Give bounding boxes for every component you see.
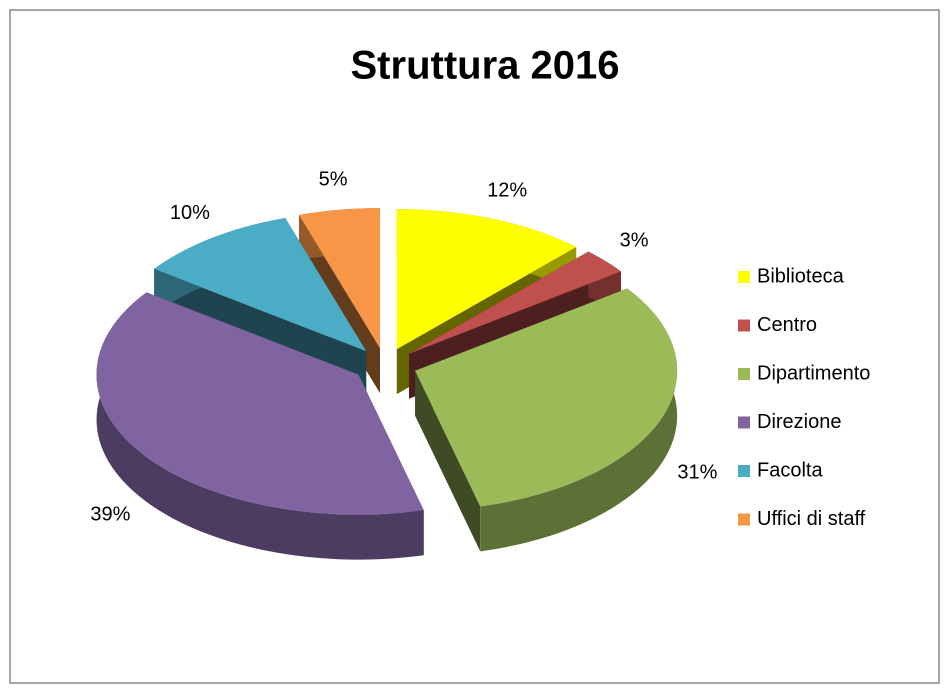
slice-top	[409, 251, 621, 354]
data-label: 10%	[170, 202, 210, 224]
legend-label: Facolta	[757, 459, 823, 481]
slice-top	[415, 288, 678, 507]
slice-top	[154, 218, 367, 352]
legend-swatch	[738, 513, 750, 526]
legend-swatch	[738, 271, 750, 283]
legend-label: Centro	[757, 314, 817, 336]
pie-slice	[415, 288, 678, 552]
legend-swatch	[738, 465, 750, 477]
data-label: 12%	[487, 179, 527, 201]
legend-label: Direzione	[757, 411, 841, 433]
slice-top	[396, 209, 577, 350]
legend-swatch	[738, 319, 750, 332]
slice-side	[415, 370, 481, 552]
slice-wall	[480, 288, 678, 552]
data-label: 31%	[677, 462, 717, 484]
data-label: 3%	[620, 230, 649, 252]
slice-top	[96, 292, 424, 515]
legend-swatch	[738, 416, 750, 429]
legend-swatch	[738, 368, 750, 380]
legend-label: Uffici di staff	[757, 508, 866, 530]
data-label: 39%	[90, 503, 130, 525]
legend-label: Dipartimento	[757, 362, 870, 384]
pie-slice	[96, 292, 424, 560]
chart-title: Struttura 2016	[351, 44, 620, 88]
data-label: 5%	[319, 168, 348, 190]
legend-label: Biblioteca	[757, 265, 845, 287]
slice-top	[299, 208, 380, 349]
slice-wall	[96, 292, 424, 560]
